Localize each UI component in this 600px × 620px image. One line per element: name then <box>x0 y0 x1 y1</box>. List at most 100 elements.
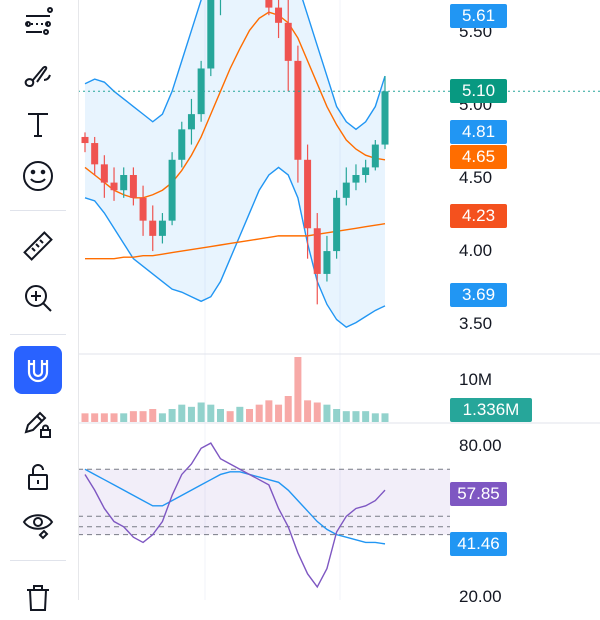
delete-tool[interactable] <box>14 572 62 620</box>
volume-bar <box>371 413 379 422</box>
toolbar-divider <box>10 210 66 211</box>
volume-bar <box>275 404 283 422</box>
volume-bar <box>207 404 215 422</box>
toolbar-divider <box>10 560 66 561</box>
volume-bar <box>284 396 292 422</box>
candle-body <box>91 143 99 165</box>
toolbar-divider <box>10 334 66 335</box>
price-tick: 3.50 <box>459 314 493 333</box>
rsi-indicator <box>78 442 450 589</box>
candle-body <box>304 159 312 229</box>
bollinger-band-fill <box>85 0 385 328</box>
bb-upper-price-tag: 5.61 <box>450 4 507 28</box>
volume-bar <box>178 404 186 422</box>
brush-icon <box>24 65 51 88</box>
measure-tool[interactable] <box>14 222 62 270</box>
candle-body <box>362 167 370 175</box>
candle-body <box>149 220 157 236</box>
volume-bar <box>352 411 360 422</box>
magnet-mode-tool[interactable] <box>14 346 62 394</box>
candle-body <box>323 251 331 274</box>
volume-bar <box>100 413 108 422</box>
smiley-icon <box>23 161 53 191</box>
trash-icon <box>27 585 49 611</box>
volume-bar <box>139 411 147 422</box>
trend-line-icon <box>25 7 53 35</box>
eye-icon <box>22 514 54 540</box>
candle-body <box>158 220 166 236</box>
trend-line-tool[interactable] <box>14 0 62 48</box>
volume-bar <box>294 357 302 422</box>
volume-bar <box>333 409 341 422</box>
volume-bar <box>265 400 273 422</box>
volume-bar <box>216 409 224 422</box>
rsi-tick: 20.00 <box>459 587 502 606</box>
ruler-icon <box>23 231 53 261</box>
rsi-ma-line <box>84 468 386 545</box>
candle-body <box>187 114 195 130</box>
volume-bar <box>91 413 99 422</box>
zoom-in-tool[interactable] <box>14 274 62 322</box>
magnet-icon <box>27 360 49 383</box>
volume-bar <box>362 411 370 422</box>
candle-body <box>381 91 389 145</box>
price-tick: 4.50 <box>459 168 493 187</box>
candle-body <box>178 129 186 160</box>
bollinger-lower-line <box>84 166 386 328</box>
candle-body <box>313 228 321 274</box>
rsi-line <box>84 442 386 589</box>
bollinger-upper-line <box>84 0 386 131</box>
volume-bar <box>158 413 166 422</box>
candle-body <box>265 0 273 8</box>
text-icon <box>28 113 48 137</box>
rsi-band-fill <box>78 469 450 535</box>
volume-bar <box>342 411 350 422</box>
candlestick-series <box>81 0 389 305</box>
volume-bar <box>255 404 263 422</box>
unlock-icon <box>28 464 48 490</box>
candle-body <box>352 175 360 183</box>
volume-bar <box>187 406 195 422</box>
candle-body <box>81 136 89 144</box>
candle-body <box>197 68 205 115</box>
candle-body <box>275 7 283 23</box>
candle-body <box>284 22 292 61</box>
candle-body <box>294 60 302 160</box>
volume-bar <box>197 402 205 422</box>
bb-lower-price-tag: 3.69 <box>450 283 507 307</box>
volume-bar <box>168 409 176 422</box>
bb-basis-price-tag: 4.81 <box>450 120 507 144</box>
volume-bar <box>149 409 157 422</box>
last-price-tag: 5.10 <box>450 79 507 103</box>
candle-body <box>333 197 341 252</box>
show-hide-tool[interactable] <box>14 500 62 548</box>
candle-body <box>110 182 118 191</box>
candle-body <box>342 182 350 198</box>
pencil-lock-icon <box>24 411 51 438</box>
rsi-value-tag: 57.85 <box>450 482 507 506</box>
volume-bar <box>381 413 389 422</box>
emoji-tool[interactable] <box>14 152 62 200</box>
lock-all-tool[interactable] <box>14 452 62 500</box>
candle-body <box>139 197 147 221</box>
candle-body <box>168 159 176 221</box>
ma-fast-price-tag: 4.65 <box>450 145 507 169</box>
volume-tick: 10M <box>459 370 493 389</box>
candle-body <box>371 144 379 168</box>
brush-tool[interactable] <box>14 52 62 100</box>
volume-tag: 1.336M <box>450 398 532 422</box>
lock-drawing-tool[interactable] <box>14 400 62 448</box>
price-tick: 4.00 <box>459 241 493 260</box>
text-tool[interactable] <box>14 100 62 148</box>
volume-bar <box>81 413 89 422</box>
rsi-ma-value-tag: 41.46 <box>450 532 507 556</box>
rsi-tick: 80.00 <box>459 436 502 455</box>
volume-bar <box>120 413 128 422</box>
volume-bar <box>110 413 118 422</box>
drawing-toolbar <box>0 0 79 611</box>
chart-canvas[interactable] <box>0 0 600 600</box>
volume-bar <box>304 400 312 422</box>
volume-bar <box>246 409 254 422</box>
volume-bar <box>323 404 331 422</box>
candle-body <box>120 175 128 191</box>
